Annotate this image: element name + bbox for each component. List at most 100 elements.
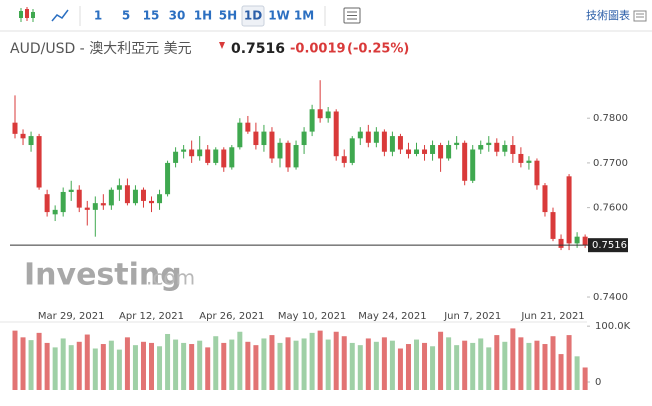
candle-body [510,145,516,154]
candle-body [462,142,468,181]
volume-bar [341,336,347,390]
candle-body [309,109,315,132]
candle-body [173,151,179,163]
watermark: .com [146,266,195,290]
candle-body [197,149,203,157]
candle-body [542,185,548,213]
volume-bar [277,342,283,390]
candle-body [333,111,339,157]
candle-body [229,147,235,168]
interval-button[interactable]: 1M [294,9,314,23]
volume-bar [542,344,548,390]
volume-bar [173,339,179,390]
candle-body [253,131,259,146]
volume-bar [132,345,138,390]
candle-body [165,162,171,195]
candle-body [36,136,42,188]
volume-bar [534,340,540,390]
volume-bar [165,333,171,390]
volume-bar [76,341,82,390]
volume-bar [446,337,452,390]
candle-body [414,149,419,154]
volume-bar [510,328,516,390]
volume-bar [20,337,26,390]
chart-menu[interactable]: 技術圖表 [586,8,630,22]
candle-body [149,200,155,204]
candle-body [357,131,363,139]
candle-body [92,203,98,210]
volume-bar [333,331,339,390]
volume-bar [414,339,419,390]
candle-body [438,145,444,159]
interval-button[interactable]: 1W [268,9,290,23]
candle-body [518,153,524,163]
interval-button[interactable]: 1D [244,9,262,23]
watermark: Investing [24,258,182,293]
menu-icon[interactable] [633,10,647,22]
line-icon[interactable] [51,9,69,22]
interval-button[interactable]: 30 [169,9,186,23]
volume-bar [237,331,243,390]
volume-bar [261,338,267,390]
volume-bar [229,339,235,390]
candle-body [365,131,371,143]
candle-body [526,160,532,163]
candle-body [293,145,299,168]
volume-bar [285,337,291,390]
volume-bar [12,330,18,390]
volume-bar [245,341,251,390]
table-icon[interactable] [343,7,361,24]
y-tick-label: 0.7400 [593,292,628,303]
candle-body [301,131,307,146]
candle-body [237,122,243,148]
volume-bar [550,336,556,390]
candle-body [470,149,476,181]
volume-bar [502,341,508,390]
volume-bar [558,354,564,390]
last-price-label: 0.7516 [592,240,627,251]
candle-body [28,136,34,146]
volume-bar [365,338,371,390]
candle-body [132,189,138,204]
volume-bar [486,347,492,390]
interval-button[interactable]: 1H [194,9,212,23]
volume-bar [438,331,444,390]
volume-bar [269,335,275,390]
candle-body [373,131,379,143]
candle-body [181,149,187,152]
candle-body [261,131,267,146]
volume-bar [422,342,428,390]
volume-bar [189,344,195,390]
candle-body [44,194,50,213]
candle-icon[interactable] [19,7,35,22]
candle-body [478,145,484,150]
interval-button[interactable]: 5H [219,9,237,23]
volume-bar [28,340,34,390]
x-tick-label: Apr 26, 2021 [199,311,264,322]
interval-button[interactable]: 5 [122,9,130,23]
volume-bar [349,342,355,390]
interval-button[interactable]: 1 [94,9,102,23]
candle-body [389,136,395,152]
change-percent: (-0.25%) [347,42,409,57]
x-tick-label: May 24, 2021 [358,311,426,322]
volume-bar [92,348,98,390]
candle-body [405,149,411,154]
interval-button[interactable]: 15 [143,9,160,23]
candle-body [20,133,26,139]
candle-body [189,149,195,157]
volume-bar [60,338,66,390]
toolbar [0,0,652,31]
volume-bar [52,347,58,390]
candle-body [84,207,90,210]
volume-bar [470,342,476,390]
candle-body [100,203,106,206]
volume-bar [181,342,187,390]
candle-body [269,131,275,159]
volume-bar [478,338,484,390]
volume-bar [430,346,436,390]
candle-body [213,149,219,163]
volume-bar [397,348,403,390]
